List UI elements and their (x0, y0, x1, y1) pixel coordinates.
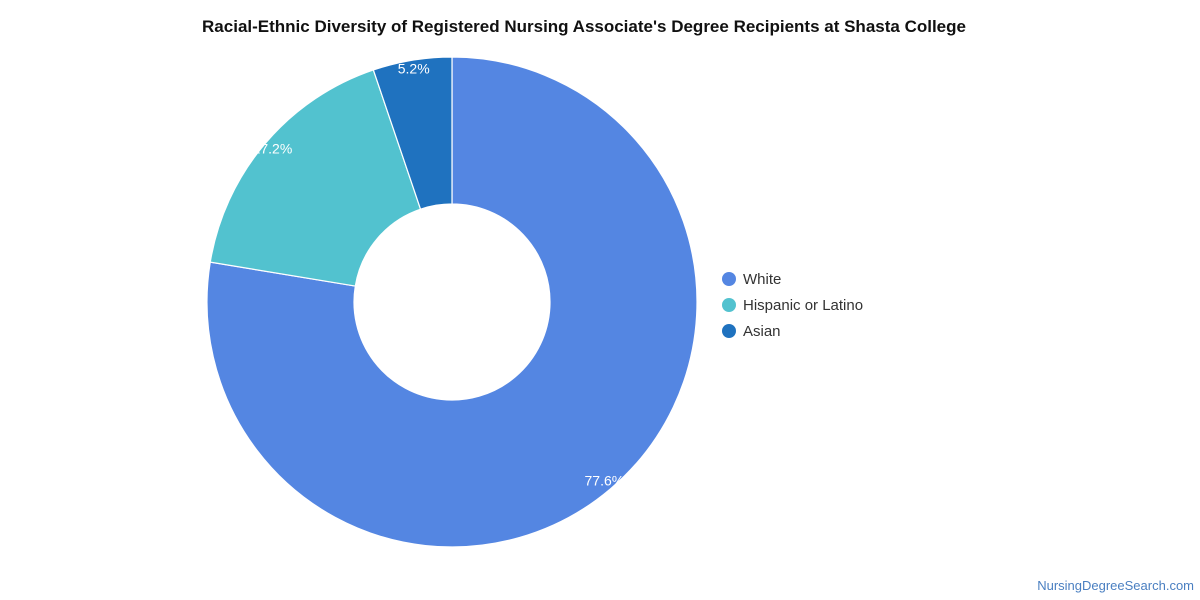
legend-swatch-white (722, 272, 736, 286)
legend-item-hispanic-or-latino[interactable]: Hispanic or Latino (722, 292, 863, 318)
slice-label-hispanic-or-latino: 17.2% (253, 140, 293, 156)
legend-item-white[interactable]: White (722, 266, 863, 292)
slice-white[interactable] (206, 56, 698, 548)
chart-title: Racial-Ethnic Diversity of Registered Nu… (202, 17, 966, 36)
legend-label-asian: Asian (743, 322, 781, 340)
slice-labels: 77.6% 17.2% 5.2% (253, 60, 625, 488)
slice-label-asian: 5.2% (398, 60, 430, 76)
legend-label-hispanic-or-latino: Hispanic or Latino (743, 296, 864, 314)
legend-label-white: White (743, 270, 782, 288)
donut-slices (206, 56, 698, 548)
legend-item-asian[interactable]: Asian (722, 318, 863, 344)
slice-hispanic-or-latino[interactable] (209, 69, 422, 287)
legend-swatch-asian (722, 324, 736, 338)
legend: White Hispanic or Latino Asian (722, 266, 863, 344)
slice-label-white: 77.6% (585, 472, 625, 488)
watermark-link[interactable]: NursingDegreeSearch.com (1037, 578, 1194, 593)
legend-swatch-hispanic-or-latino (722, 298, 736, 312)
slice-asian[interactable] (372, 56, 453, 210)
